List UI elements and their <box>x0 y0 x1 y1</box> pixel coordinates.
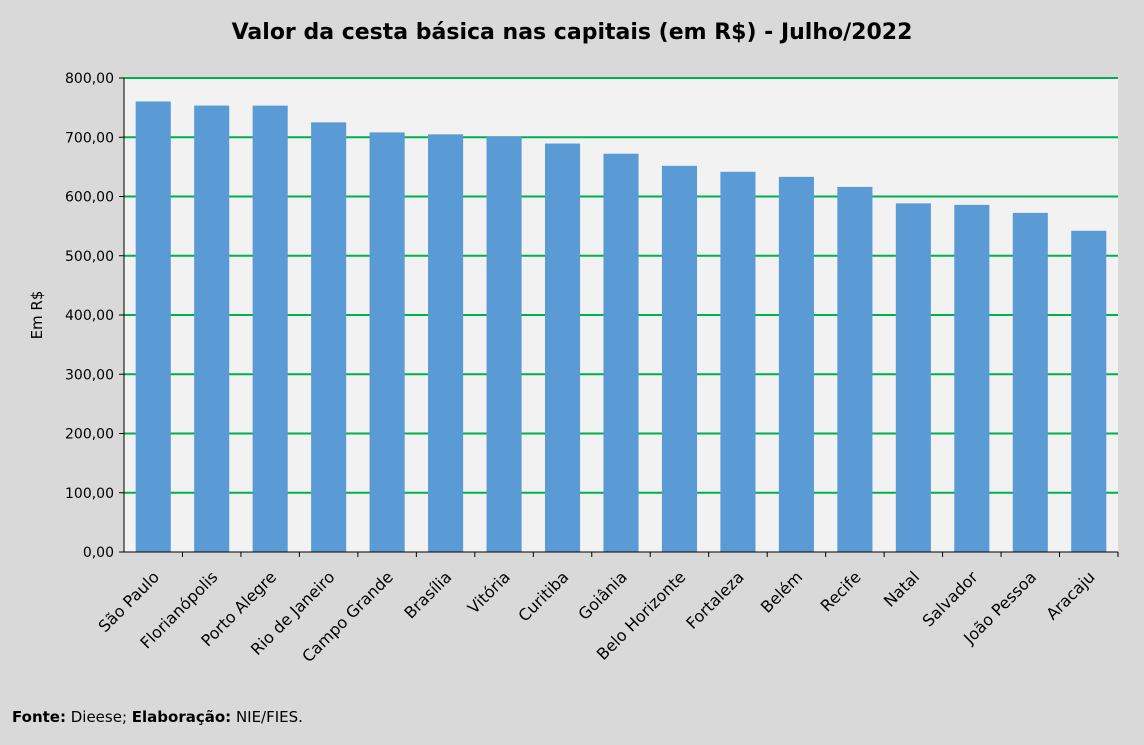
y-tick-label: 200,00 <box>65 427 114 443</box>
bar-10 <box>720 171 756 553</box>
x-tick-label: Brasília <box>400 567 455 622</box>
x-tick-label: Vitória <box>464 567 514 617</box>
bar-11 <box>778 176 814 552</box>
bar-4 <box>369 132 405 552</box>
source-note: Fonte: Dieese; Elaboração: NIE/FIES. <box>12 708 303 726</box>
chart-title: Valor da cesta básica nas capitais (em R… <box>231 20 913 45</box>
bar-13 <box>895 203 931 552</box>
bar-14 <box>954 204 990 553</box>
bar-3 <box>311 122 347 552</box>
y-tick-label: 300,00 <box>65 367 114 383</box>
bar-9 <box>661 165 698 552</box>
source-value: Dieese; <box>65 708 132 726</box>
x-tick-label: Aracaju <box>1042 567 1098 623</box>
y-tick-label: 800,00 <box>65 71 114 87</box>
x-tick-label: Curitiba <box>514 567 572 625</box>
bar-6 <box>486 136 522 552</box>
bar-8 <box>603 153 639 552</box>
elaboration-label: Elaboração: <box>131 708 232 726</box>
y-tick-label: 0,00 <box>83 545 114 561</box>
x-tick-label: Goiânia <box>574 567 630 623</box>
y-tick-label: 600,00 <box>65 190 114 206</box>
y-axis-ticks: 0,00 100,00 200,00 300,00 400,00 500,00 600,00… <box>65 71 124 561</box>
x-tick-label: Natal <box>880 567 923 610</box>
bar-15 <box>1012 212 1048 552</box>
y-tick-label: 700,00 <box>65 130 114 146</box>
bar-7 <box>544 143 581 552</box>
bar-2 <box>252 105 288 553</box>
bar-16 <box>1071 230 1107 552</box>
y-tick-label: 400,00 <box>65 308 114 324</box>
y-axis-label: Em R$ <box>28 291 46 340</box>
y-tick-label: 500,00 <box>65 249 114 265</box>
x-tick-label: Fortaleza <box>682 567 747 632</box>
bar-12 <box>837 186 873 553</box>
elaboration-value: NIE/FIES. <box>231 708 303 726</box>
bar-0 <box>135 101 171 552</box>
x-tick-label: Recife <box>817 567 865 615</box>
bar-5 <box>428 134 464 552</box>
bar-1 <box>194 105 230 553</box>
y-tick-label: 100,00 <box>65 486 114 502</box>
bars <box>135 101 1107 553</box>
source-label: Fonte: <box>12 708 66 726</box>
x-tick-label: Belém <box>757 567 806 616</box>
